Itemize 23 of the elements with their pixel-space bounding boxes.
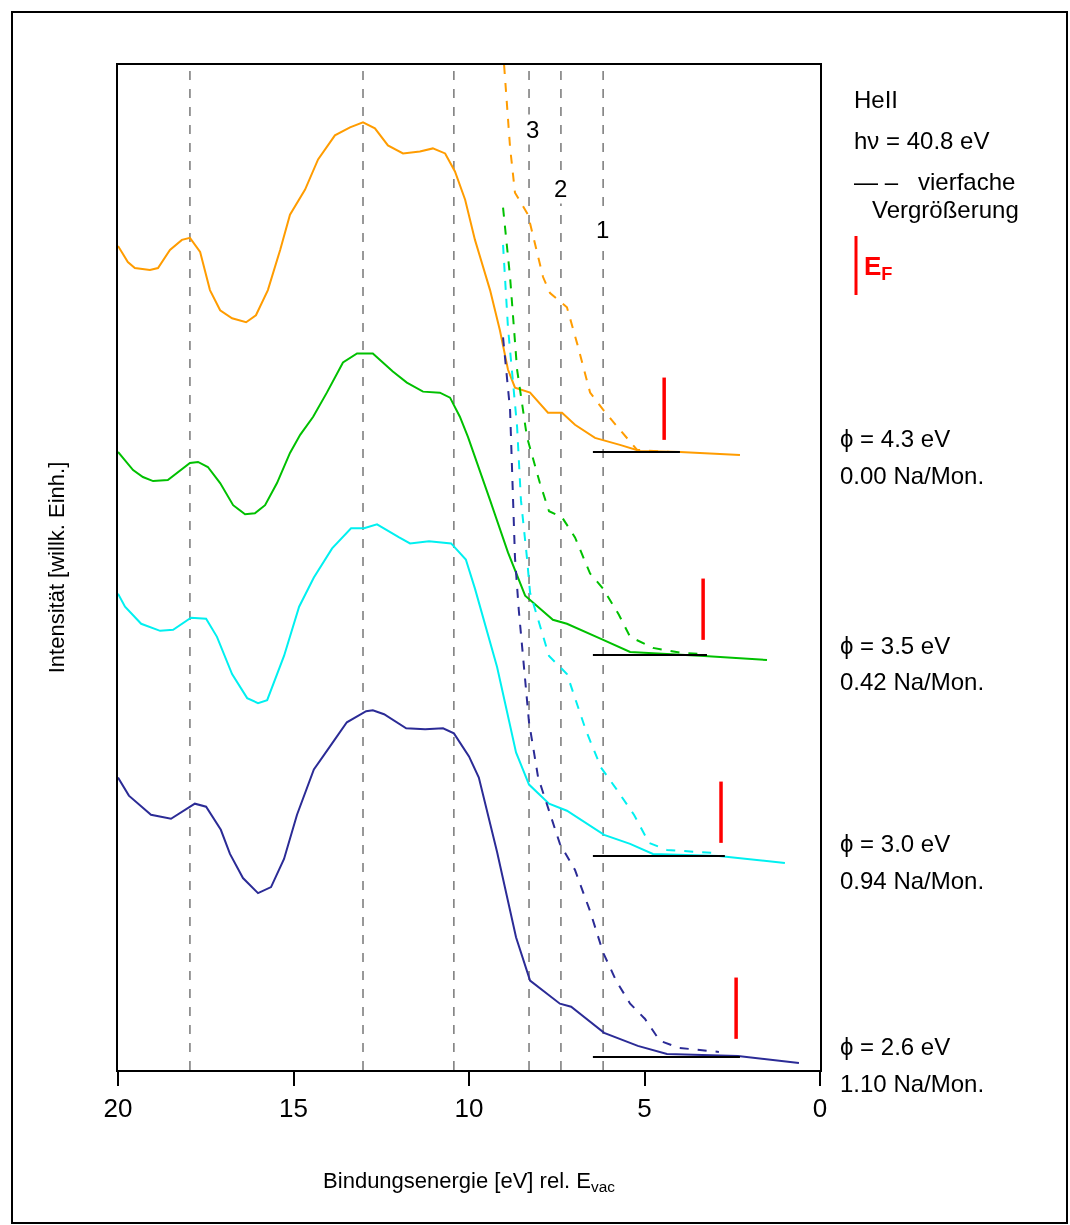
- text: 0.94 Na/Mon.: [840, 867, 985, 894]
- x-tick-label: 15: [279, 1093, 308, 1124]
- text: ϕ = 3.0 eV: [840, 830, 951, 857]
- x-tick-label: 10: [454, 1093, 484, 1124]
- annotation: 1: [596, 216, 610, 243]
- x-tick-label: 0: [812, 1093, 828, 1124]
- x-tick-label: 5: [637, 1093, 652, 1124]
- text: ϕ = 2.6 eV: [840, 1033, 951, 1060]
- text: hν = 40.8 eV: [854, 127, 990, 154]
- x-tick-label: 20: [103, 1093, 133, 1124]
- annotation: 3: [526, 116, 540, 143]
- text: 0.00 Na/Mon.: [840, 462, 985, 489]
- text: Vergrößerung: [872, 196, 1019, 223]
- text: ϕ = 3.5 eV: [840, 632, 951, 659]
- x-axis-title: Bindungsenergie [eV] rel. E$_{vac}$: [323, 1167, 616, 1196]
- text: ϕ = 4.3 eV: [840, 425, 951, 452]
- text: 0.42 Na/Mon.: [840, 668, 985, 695]
- y-axis-title: Intensität [willk. Einh.]: [44, 461, 70, 674]
- annotation: 2: [554, 175, 568, 202]
- text: 1.10 Na/Mon.: [840, 1070, 985, 1097]
- text: HeII: [854, 86, 899, 113]
- text: — – vierfache: [854, 168, 1016, 195]
- text: E$_{F}$: [864, 251, 893, 285]
